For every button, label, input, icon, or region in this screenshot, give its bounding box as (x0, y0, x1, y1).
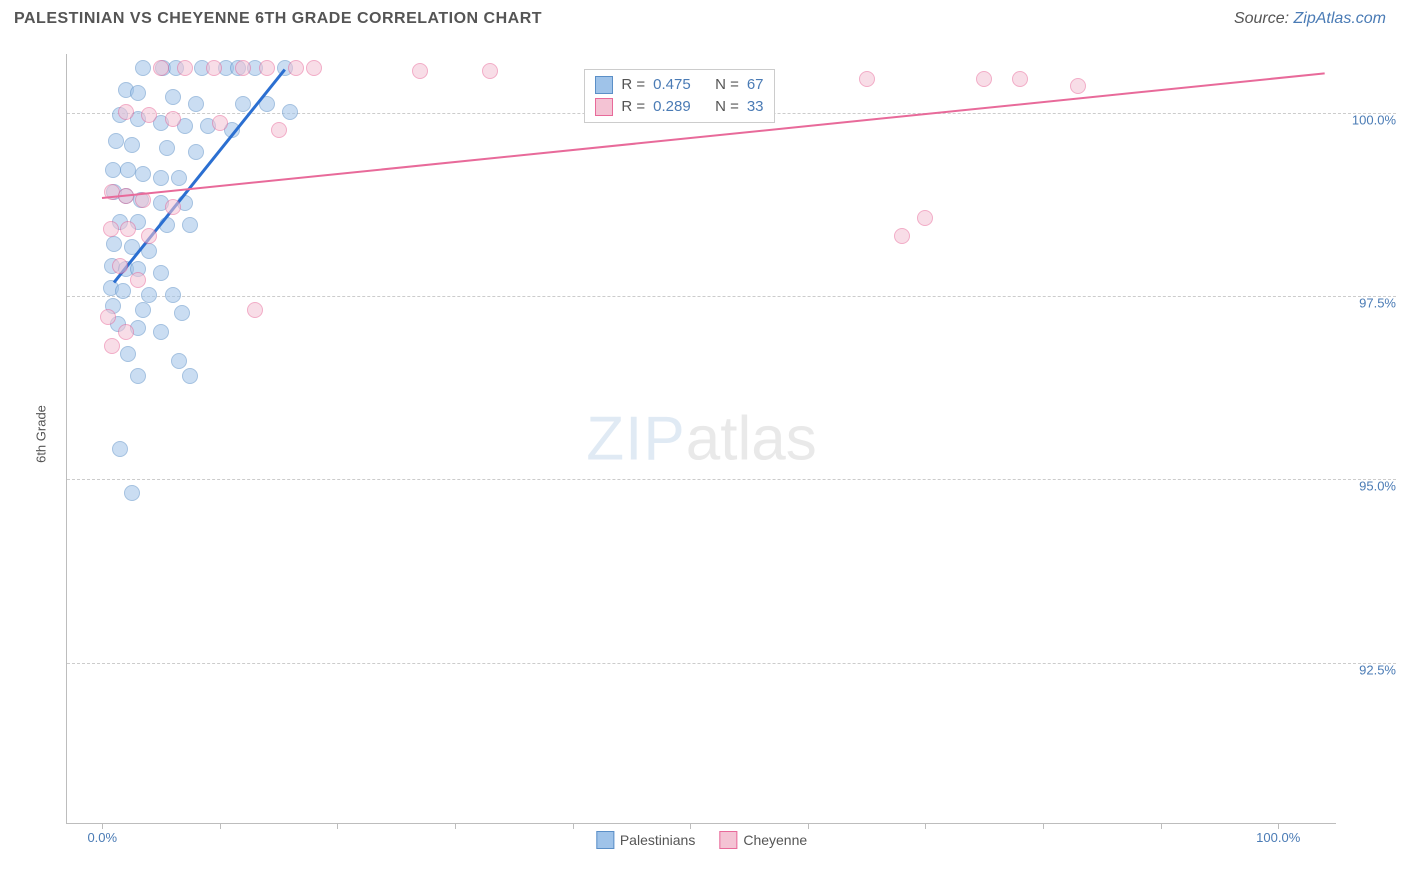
data-point (141, 107, 157, 123)
data-point (115, 283, 131, 299)
x-tick (220, 823, 221, 829)
data-point (108, 133, 124, 149)
correlation-legend: R =0.475 N =67R =0.289 N =33 (584, 69, 774, 123)
data-point (141, 287, 157, 303)
data-point (247, 302, 263, 318)
data-point (106, 236, 122, 252)
gridline (67, 479, 1396, 480)
data-point (174, 305, 190, 321)
data-point (188, 144, 204, 160)
x-tick (1278, 823, 1279, 829)
data-point (124, 485, 140, 501)
scatter-plot: ZIPatlas 92.5%95.0%97.5%100.0%0.0%100.0%… (66, 54, 1336, 824)
data-point (112, 258, 128, 274)
data-point (859, 71, 875, 87)
data-point (124, 137, 140, 153)
data-point (120, 221, 136, 237)
data-point (306, 60, 322, 76)
x-tick (455, 823, 456, 829)
data-point (120, 346, 136, 362)
data-point (100, 309, 116, 325)
data-point (104, 338, 120, 354)
data-point (412, 63, 428, 79)
data-point (1012, 71, 1028, 87)
data-point (894, 228, 910, 244)
x-tick (690, 823, 691, 829)
y-tick-label: 95.0% (1359, 465, 1396, 494)
data-point (153, 60, 169, 76)
data-point (112, 441, 128, 457)
source-link[interactable]: ZipAtlas.com (1294, 10, 1386, 27)
watermark: ZIPatlas (586, 403, 816, 474)
data-point (153, 170, 169, 186)
data-point (188, 96, 204, 112)
legend-item: Cheyenne (719, 831, 807, 849)
data-point (271, 122, 287, 138)
x-tick-label: 100.0% (1256, 830, 1300, 845)
gridline (67, 296, 1396, 297)
data-point (118, 104, 134, 120)
data-point (206, 60, 222, 76)
y-tick-label: 97.5% (1359, 282, 1396, 311)
data-point (288, 60, 304, 76)
y-axis-label: 6th Grade (33, 405, 48, 463)
legend-swatch (719, 831, 737, 849)
data-point (165, 89, 181, 105)
data-point (135, 302, 151, 318)
legend-swatch (595, 98, 613, 116)
data-point (130, 368, 146, 384)
data-point (282, 104, 298, 120)
data-point (130, 85, 146, 101)
y-tick-label: 92.5% (1359, 648, 1396, 677)
x-tick (808, 823, 809, 829)
data-point (153, 265, 169, 281)
legend-swatch (596, 831, 614, 849)
data-point (130, 272, 146, 288)
data-point (118, 324, 134, 340)
series-legend: Palestinians Cheyenne (596, 831, 807, 849)
data-point (165, 199, 181, 215)
x-tick (337, 823, 338, 829)
x-tick (573, 823, 574, 829)
x-tick (1161, 823, 1162, 829)
data-point (165, 287, 181, 303)
data-point (135, 60, 151, 76)
legend-item: Palestinians (596, 831, 696, 849)
data-point (120, 162, 136, 178)
data-point (212, 115, 228, 131)
gridline (67, 663, 1396, 664)
data-point (182, 368, 198, 384)
x-tick (1043, 823, 1044, 829)
x-tick-label: 0.0% (87, 830, 117, 845)
data-point (177, 60, 193, 76)
data-point (259, 60, 275, 76)
y-tick-label: 100.0% (1352, 98, 1396, 127)
data-point (135, 166, 151, 182)
data-point (171, 170, 187, 186)
data-point (103, 221, 119, 237)
data-point (482, 63, 498, 79)
data-point (105, 162, 121, 178)
data-point (153, 324, 169, 340)
x-tick (102, 823, 103, 829)
data-point (235, 60, 251, 76)
source-attribution: Source: ZipAtlas.com (1234, 10, 1386, 28)
data-point (141, 228, 157, 244)
data-point (1070, 78, 1086, 94)
data-point (976, 71, 992, 87)
chart-title: PALESTINIAN VS CHEYENNE 6TH GRADE CORREL… (14, 10, 542, 28)
legend-swatch (595, 76, 613, 94)
data-point (182, 217, 198, 233)
data-point (165, 111, 181, 127)
data-point (171, 353, 187, 369)
data-point (917, 210, 933, 226)
x-tick (925, 823, 926, 829)
data-point (159, 140, 175, 156)
